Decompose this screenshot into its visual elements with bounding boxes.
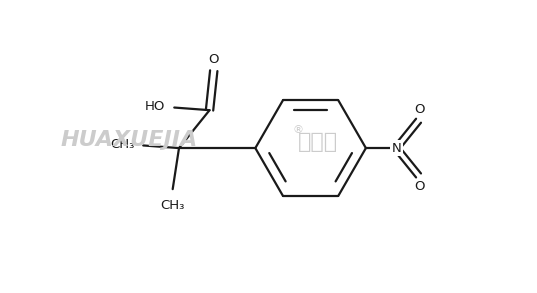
Text: N: N xyxy=(391,142,401,155)
Text: 化学加: 化学加 xyxy=(297,132,338,152)
Text: O: O xyxy=(415,180,425,193)
Text: O: O xyxy=(415,103,425,116)
Text: HO: HO xyxy=(144,100,165,113)
Text: HUAXUEJIA: HUAXUEJIA xyxy=(61,130,198,150)
Text: CH₃: CH₃ xyxy=(161,199,185,212)
Text: ®: ® xyxy=(292,125,303,135)
Text: CH₃: CH₃ xyxy=(110,138,134,151)
Text: O: O xyxy=(208,54,219,67)
